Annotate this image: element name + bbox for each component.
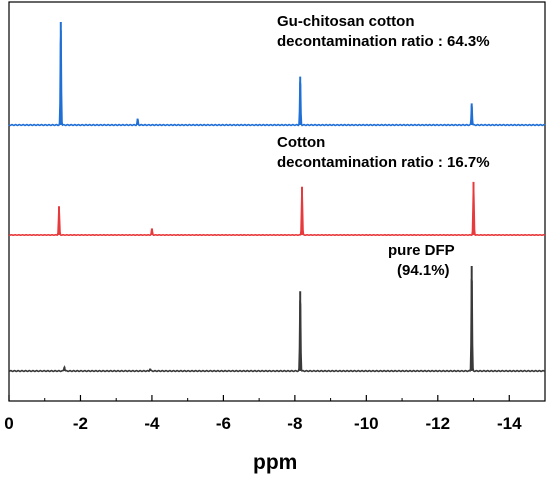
x-tick-label: -8 (287, 414, 302, 433)
blue-annotation-line1: Gu-chitosan cotton (277, 13, 415, 30)
x-tick-label: -4 (144, 414, 160, 433)
x-tick-label: -2 (73, 414, 88, 433)
spectra-traces (8, 22, 546, 373)
plot-frame (8, 1, 546, 402)
spectrum-line-2 (8, 279, 546, 373)
x-tick-label: 0 (4, 414, 13, 433)
spectrum-line-1 (8, 181, 546, 237)
x-axis-label: ppm (253, 451, 298, 474)
x-axis: 0 -2 -4 -6 -8 -10 -12 -14 (4, 395, 546, 433)
red-annotation-line1: Cotton (277, 134, 326, 151)
x-tick-label: -14 (497, 414, 522, 433)
x-tick-label: -10 (354, 414, 379, 433)
black-annotation-line2: (94.1%) (397, 262, 450, 279)
spectrum-trace-1 (8, 181, 546, 237)
red-annotation-line2: decontamination ratio : 16.7% (277, 154, 490, 171)
x-tick-label: -12 (426, 414, 451, 433)
spectrum-trace-0 (8, 22, 546, 127)
spectrum-line-0 (8, 30, 546, 127)
x-tick-label: -6 (216, 414, 231, 433)
spectrum-trace-2 (8, 266, 546, 373)
blue-annotation-line2: decontamination ratio : 64.3% (277, 33, 490, 50)
black-annotation-line1: pure DFP (388, 242, 455, 259)
